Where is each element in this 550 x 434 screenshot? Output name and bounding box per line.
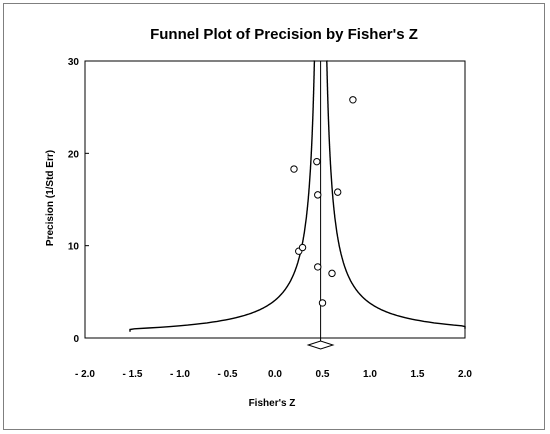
x-tick-label: 0.5 — [316, 369, 330, 380]
x-tick-label: 2.0 — [458, 369, 472, 380]
data-point — [328, 269, 336, 278]
data-point — [334, 188, 342, 196]
pooled-estimate-diamond — [306, 340, 335, 350]
y-tick-label: 30 — [68, 57, 80, 68]
x-tick-label: 0.0 — [268, 369, 282, 380]
x-tick-label: - 0.5 — [217, 369, 237, 380]
x-tick-label: - 1.5 — [122, 369, 142, 380]
x-tick-label: - 2.0 — [75, 369, 95, 380]
chart-title: Funnel Plot of Precision by Fisher's Z — [150, 26, 418, 43]
y-tick-label: 10 — [68, 242, 80, 253]
chart-frame — [3, 3, 545, 430]
y-tick-label: 20 — [68, 149, 80, 160]
plot-area — [84, 60, 466, 339]
data-point — [318, 299, 327, 307]
data-points — [290, 96, 357, 307]
data-point — [298, 243, 307, 252]
funnel-right-curve — [326, 60, 466, 329]
data-point — [349, 96, 357, 104]
data-point — [314, 191, 322, 199]
funnel-left-curve — [129, 60, 316, 332]
tick-layer: 0 10 20 30 - 2.0 - 1.5 - 1.0 - 0.5 0.0 0.5 1.0 1.5 2… — [68, 57, 473, 380]
y-tick-label: 0 — [73, 334, 79, 345]
x-tick-label: 1.5 — [411, 369, 425, 380]
data-point — [290, 165, 298, 173]
data-point — [314, 263, 322, 271]
x-axis-label: Fisher's Z — [249, 398, 296, 409]
x-tick-label: - 1.0 — [170, 369, 190, 380]
y-axis-label: Precision (1/Std Err) — [45, 150, 56, 246]
data-point — [313, 157, 321, 166]
x-tick-label: 1.0 — [363, 369, 377, 380]
